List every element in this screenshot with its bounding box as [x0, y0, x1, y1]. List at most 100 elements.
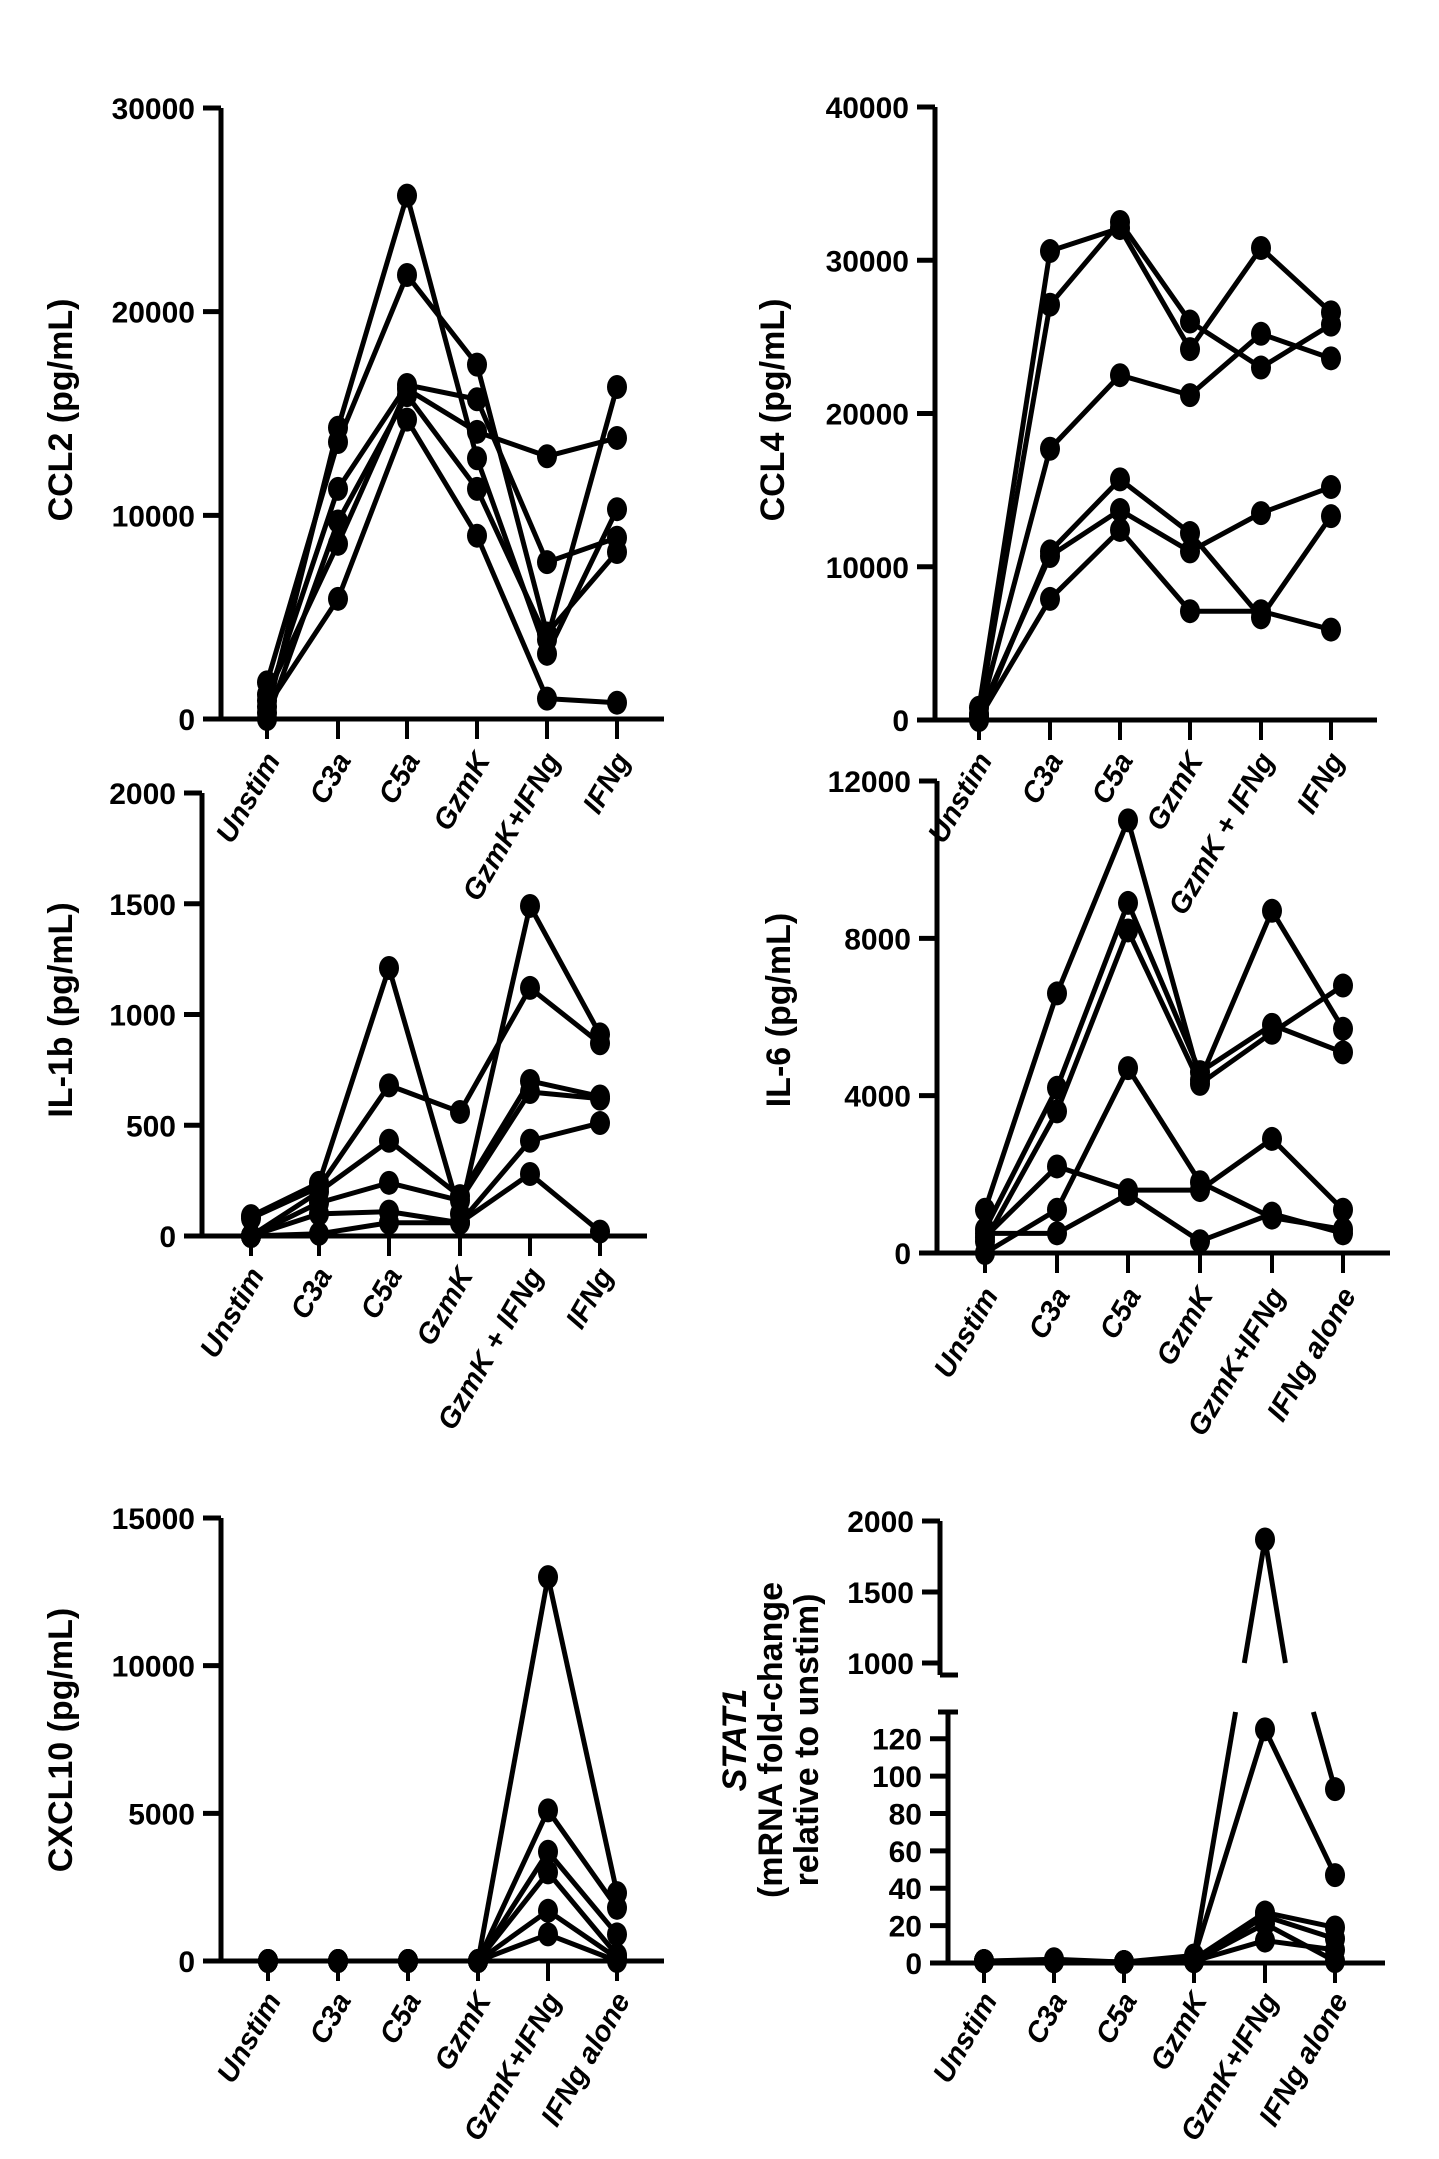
- y-tick-label: 40: [889, 1873, 922, 1906]
- series-line-segment: [1048, 220, 1122, 307]
- series-donor-5: [257, 377, 627, 707]
- data-point: [1110, 517, 1130, 542]
- series-line-segment: [318, 1209, 390, 1217]
- data-point: [538, 1565, 558, 1590]
- y-tick-label: 15000: [112, 1503, 195, 1536]
- data-point: [607, 690, 627, 715]
- data-point: [1040, 586, 1060, 611]
- data-point: [1180, 383, 1200, 408]
- series-line-segment: [1197, 909, 1275, 1081]
- y-tick-label: 80: [889, 1798, 922, 1831]
- series-line-segment: [1264, 1913, 1336, 1942]
- y-axis-label: IL-1b (pg/mL): [42, 902, 80, 1117]
- series-line-segment: [1259, 246, 1333, 315]
- series-line-segment: [527, 904, 603, 1036]
- series-line-segment: [318, 1180, 390, 1206]
- series-line-segment: [528, 1172, 602, 1234]
- data-point: [590, 1086, 610, 1111]
- series-line-segment: [1262, 1539, 1288, 1664]
- series-line-segment: [1056, 1164, 1129, 1193]
- y-axis-label-line3: relative to unstim): [788, 1594, 826, 1887]
- series-line-segment: [1269, 909, 1346, 1031]
- series-line-segment: [1263, 1921, 1337, 1964]
- data-point: [537, 550, 557, 575]
- series-line-segment: [475, 1576, 551, 1962]
- series-line-segment: [250, 1211, 320, 1239]
- series-line-segment: [317, 1138, 391, 1194]
- series-line-segment: [406, 382, 478, 402]
- y-tick-label-upper: 2000: [847, 1506, 914, 1539]
- y-axis-label: CCL4 (pg/mL): [754, 299, 792, 522]
- data-point: [1321, 312, 1341, 337]
- series-line-segment: [404, 418, 480, 537]
- x-tick-label: C5a: [1086, 748, 1140, 810]
- data-point: [538, 1898, 558, 1923]
- data-point: [468, 1949, 488, 1973]
- y-tick-label: 8000: [844, 923, 911, 956]
- data-point: [537, 627, 557, 652]
- series-line-segment: [474, 363, 550, 635]
- series-line-segment: [477, 1932, 549, 1964]
- data-point: [1251, 501, 1271, 526]
- series-line-segment: [249, 1184, 321, 1221]
- data-point: [1325, 1777, 1345, 1802]
- series-line-segment: [476, 1908, 550, 1964]
- series-line-segment: [982, 1086, 1060, 1231]
- x-tick-label: Unstim: [928, 1283, 1005, 1384]
- data-point: [309, 1221, 329, 1246]
- series-line-segment: [1264, 1938, 1336, 1953]
- x-tick-label: Unstim: [922, 748, 999, 849]
- series-line-segment: [1193, 1938, 1266, 1964]
- data-point: [328, 430, 348, 455]
- panel-cxcl10: 0 5000 10000 15000 CXCL10 (pg/mL) Unstim C3a C5…: [42, 1503, 664, 2147]
- y-tick-label: 4000: [844, 1081, 911, 1114]
- series-donor-5: [969, 475, 1341, 728]
- data-point: [467, 446, 487, 471]
- series-donor-4: [257, 375, 627, 731]
- series-line-segment: [318, 1220, 390, 1237]
- series-line-segment: [982, 1110, 1060, 1243]
- data-point: [1333, 1197, 1353, 1222]
- series-line-segment: [1198, 1022, 1274, 1075]
- data-point: [520, 893, 540, 918]
- data-point: [1333, 1040, 1353, 1065]
- series-line-segment: [1192, 1921, 1267, 1964]
- data-point: [1180, 539, 1200, 564]
- series-line-segment: [976, 597, 1053, 720]
- series-line-segment: [264, 441, 341, 684]
- series-line-segment: [1188, 510, 1263, 554]
- series-line-segment: [404, 194, 480, 459]
- data-point: [1110, 498, 1130, 523]
- y-tick-label: 0: [892, 705, 909, 738]
- series-line-segment: [335, 194, 410, 429]
- series-line-segment: [386, 967, 463, 1215]
- data-point: [607, 1922, 627, 1947]
- y-axis-label: CXCL10 (pg/mL): [42, 1608, 80, 1872]
- data-point: [1040, 239, 1060, 264]
- series-line-segment: [1271, 1022, 1344, 1055]
- series-line-segment: [474, 398, 550, 564]
- data-point: [258, 1949, 278, 1973]
- series-line-segment: [1191, 1728, 1268, 1959]
- data-point: [1321, 504, 1341, 529]
- series-line-segment: [474, 534, 550, 700]
- series-donor-3: [975, 918, 1353, 1254]
- series-donor-6: [258, 1922, 627, 1973]
- data-point: [607, 425, 627, 450]
- series-donor-3: [969, 321, 1341, 729]
- data-point: [467, 523, 487, 548]
- y-tick-label: 2000: [109, 778, 176, 811]
- x-tick-label: IFNg: [1291, 747, 1351, 819]
- y-axis-label-line2: (mRNA fold-change: [752, 1582, 790, 1898]
- y-tick-label: 30000: [112, 93, 195, 126]
- data-point: [538, 1860, 558, 1885]
- data-point: [975, 1221, 995, 1246]
- x-tick-label: GzmK: [1144, 1986, 1215, 2076]
- data-point: [379, 955, 399, 980]
- data-point: [467, 387, 487, 412]
- series-line-segment: [982, 992, 1060, 1211]
- data-point: [1251, 599, 1271, 624]
- series-line-segment: [316, 967, 392, 1184]
- data-point: [1325, 1863, 1345, 1888]
- data-point: [1180, 337, 1200, 362]
